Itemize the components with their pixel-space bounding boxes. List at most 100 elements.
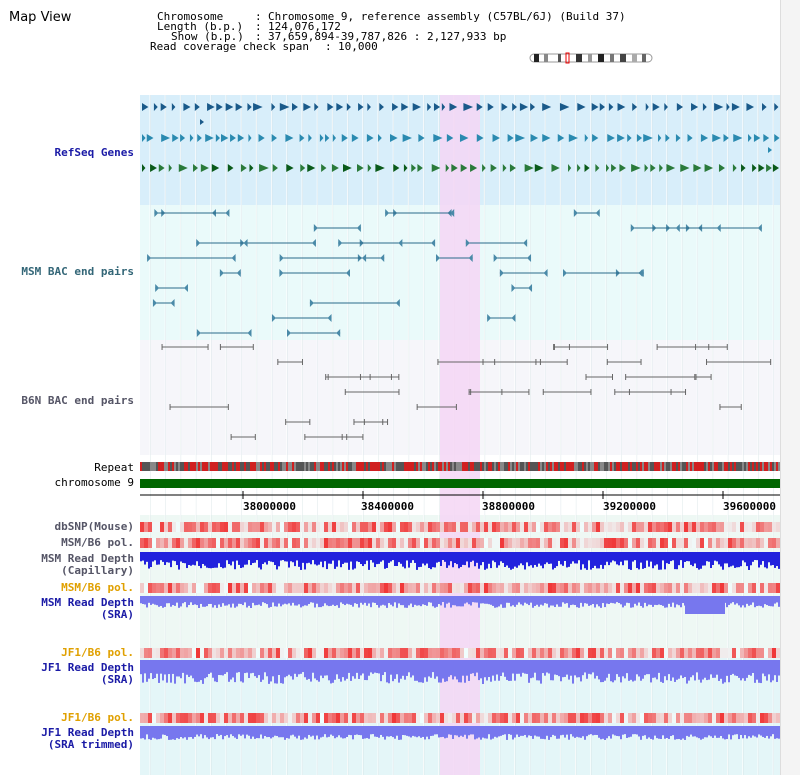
jf1-depth-trim-bar — [342, 726, 344, 739]
msm-b6-pol-mark — [684, 538, 688, 548]
jf1-b6-pol-mark — [260, 648, 264, 658]
jf1-b6-pol-trim-mark — [684, 713, 688, 723]
dbsnp-mark — [644, 522, 648, 532]
msm-b6-pol-sra-mark — [688, 583, 692, 593]
dbsnp-mark — [748, 522, 752, 532]
msm-b6-pol-mark — [376, 538, 380, 548]
refseq-gene-mark — [476, 103, 483, 111]
refseq-gene-mark — [515, 134, 526, 142]
msm-depth-cap-bar — [380, 552, 382, 562]
jf1-b6-pol-mark — [528, 648, 532, 658]
msm-depth-sra-bar — [758, 596, 760, 606]
jf1-depth-trim-bar — [488, 726, 490, 735]
msm-read-depth-capillary-label: MSM Read Depth — [41, 552, 134, 565]
msm-b6-pol-sra-mark — [572, 583, 576, 593]
jf1-depth-trim-bar — [420, 726, 422, 738]
dbsnp-mark — [168, 522, 172, 532]
refseq-gene-mark — [463, 103, 474, 111]
jf1-depth-sra-bar — [288, 660, 290, 675]
jf1-depth-sra-bar — [582, 660, 584, 676]
msm-b6-pol-sra-mark — [380, 583, 384, 593]
repeat-mark — [662, 462, 664, 471]
jf1-depth-sra-bar — [764, 660, 766, 677]
msm-depth-sra-bar — [168, 596, 170, 604]
msm-depth-sra-bar — [354, 596, 356, 604]
repeat-mark — [242, 462, 244, 471]
dbsnp-mark — [660, 522, 664, 532]
jf1-b6-pol-mark — [384, 648, 388, 658]
msm-b6-pol-sra-mark — [544, 583, 548, 593]
repeat-mark — [428, 462, 430, 471]
jf1-b6-pol-mark — [336, 648, 340, 658]
repeat-mark — [776, 462, 778, 471]
repeat-mark — [244, 462, 246, 471]
msm-depth-cap-bar — [210, 552, 212, 569]
repeat-mark — [322, 462, 324, 471]
msm-depth-sra-bar — [390, 596, 392, 605]
msm-depth-cap-bar — [490, 552, 492, 569]
repeat-mark — [472, 462, 474, 471]
jf1-b6-pol-trim-mark — [256, 713, 260, 723]
msm-depth-sra-bar — [266, 596, 268, 605]
refseq-gene-mark — [211, 164, 220, 172]
jf1-depth-trim-bar — [396, 726, 398, 736]
msm-depth-sra-bar — [296, 596, 298, 606]
jf1-depth-sra-bar — [142, 660, 144, 683]
msm-depth-cap-bar — [600, 552, 602, 565]
jf1-depth-trim-bar — [392, 726, 394, 738]
refseq-gene-mark — [591, 103, 599, 111]
track-canvas[interactable] — [140, 95, 780, 775]
refseq-gene-mark — [774, 103, 779, 111]
msm-depth-cap-bar — [610, 552, 612, 563]
msm-depth-sra-bar — [498, 596, 500, 607]
jf1-depth-sra-bar — [258, 660, 260, 676]
refseq-gene-mark — [746, 103, 755, 111]
jf1-depth-sra-bar — [412, 660, 414, 676]
jf1-depth-trim-bar — [152, 726, 154, 738]
msm-depth-sra-bar — [678, 596, 680, 606]
chromosome-ideogram[interactable] — [528, 52, 658, 64]
repeat-mark — [422, 462, 424, 471]
repeat-mark — [432, 462, 434, 471]
refseq-gene-mark — [367, 103, 371, 111]
jf1-depth-trim-bar — [216, 726, 218, 735]
repeat-mark — [384, 462, 386, 471]
msm-depth-cap-bar — [152, 552, 154, 562]
msm-depth-cap-bar — [520, 552, 522, 564]
jf1-b6-pol-mark — [540, 648, 544, 658]
msm-b6-pol-sra-mark — [192, 583, 196, 593]
msm-b6-pol-sra-mark — [592, 583, 596, 593]
repeat-mark — [760, 462, 762, 471]
msm-b6-pol-mark — [504, 538, 508, 548]
repeat-mark — [182, 462, 184, 471]
axis-tick-38800000: 38800000 — [482, 500, 535, 513]
jf1-depth-trim-bar — [236, 726, 238, 739]
msm-depth-cap-bar — [594, 552, 596, 566]
jf1-depth-trim-bar — [530, 726, 532, 736]
msm-depth-sra-bar — [516, 596, 518, 605]
dbsnp-mark — [400, 522, 404, 532]
msm-depth-cap-bar — [316, 552, 318, 566]
msm-b6-pol-sra-mark — [728, 583, 732, 593]
refseq-gene-mark — [619, 164, 626, 172]
repeat-mark — [538, 462, 540, 471]
repeat-mark — [346, 462, 348, 471]
jf1-b6-pol-trim-mark — [616, 713, 620, 723]
msm-depth-cap-bar — [726, 552, 728, 564]
jf1-depth-sra-bar — [318, 660, 320, 682]
jf1-depth-trim-bar — [206, 726, 208, 738]
dbsnp-mark — [700, 522, 704, 532]
msm-b6-pol-mark — [424, 538, 428, 548]
msm-depth-cap-bar — [604, 552, 606, 566]
jf1-b6-pol-mark — [424, 648, 428, 658]
repeat-mark — [208, 462, 210, 471]
repeat-mark — [770, 462, 772, 471]
msm-b6-pol-sra-mark — [660, 583, 664, 593]
msm-b6-pol-sra-mark — [180, 583, 184, 593]
repeat-mark — [528, 462, 530, 471]
msm-b6-pol-mark — [428, 538, 432, 548]
msm-b6-pol-mark — [384, 538, 388, 548]
msm-depth-cap-bar — [426, 552, 428, 564]
msm-depth-cap-bar — [652, 552, 654, 569]
msm-depth-cap-bar — [684, 552, 686, 562]
